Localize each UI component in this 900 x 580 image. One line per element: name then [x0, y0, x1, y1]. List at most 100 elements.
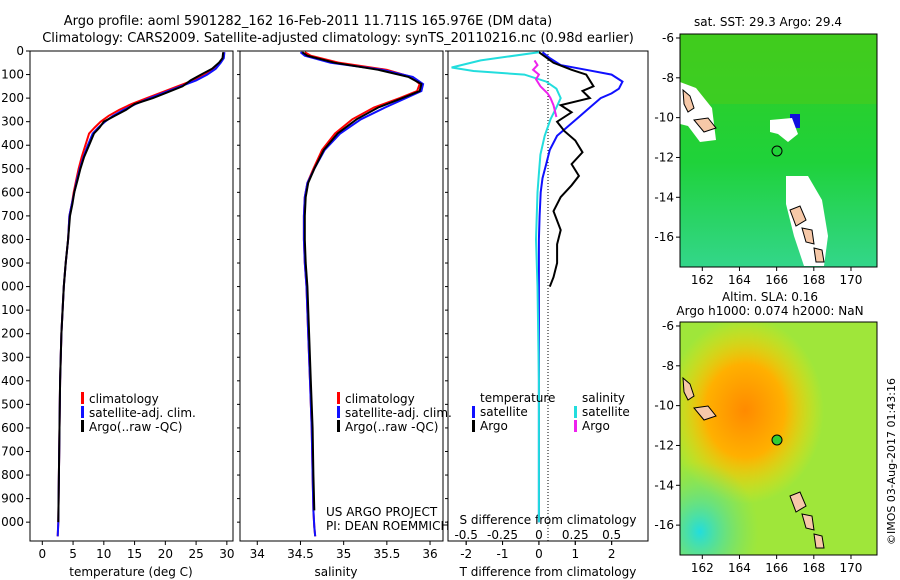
depth-tick-label: 1400: [0, 374, 24, 388]
difference-x-tick-label: 2: [608, 547, 616, 561]
temperature-x-tick-label: 25: [188, 547, 203, 561]
temperature-x-tick-label: 10: [96, 547, 111, 561]
series-climatology: [302, 51, 421, 537]
depth-tick-label: 700: [1, 209, 24, 223]
lat-tick-label: -16: [654, 518, 674, 532]
argo-location-marker: [771, 145, 783, 157]
sla-map-title-1: Altim. SLA: 0.16: [722, 290, 818, 304]
salinity-xlabel: salinity: [314, 565, 357, 579]
lon-tick-label: 162: [691, 561, 714, 575]
lon-tick-label: 170: [840, 561, 863, 575]
series-satellite-adj-clim-: [299, 51, 425, 537]
series-argo: [301, 51, 423, 511]
legend-satellite-swatch: [81, 406, 84, 418]
series-argo-s: [531, 59, 558, 118]
legend-climatology-swatch: [337, 392, 340, 404]
header-line-1: Argo profile: aoml 5901282_162 16-Feb-20…: [64, 14, 553, 29]
lat-tick-label: -14: [654, 478, 674, 492]
imos-watermark: ©IMOS 03-Aug-2017 01:43:16: [885, 378, 898, 545]
temperature-x-tick-label: 30: [219, 547, 234, 561]
series-argo-t: [538, 51, 595, 287]
depth-tick-label: 1700: [0, 444, 24, 458]
credit-pi: PI: DEAN ROEMMICH: [326, 519, 449, 533]
legend-argo-t-swatch: [472, 420, 475, 432]
salinity-x-tick-label: 34: [250, 547, 265, 561]
depth-tick-label: 800: [1, 232, 24, 246]
difference-legend: temperature salinity satellite Argo sate…: [472, 391, 630, 433]
lat-tick-label: -6: [662, 31, 674, 45]
temperature-x-tick-label: 15: [127, 547, 142, 561]
legend-sat-s-swatch: [574, 406, 577, 418]
salinity-x-tick-label: 35.5: [373, 547, 400, 561]
land-island-vanuatu-2: [801, 227, 815, 245]
salinity-x-tick-label: 34.5: [287, 547, 314, 561]
legend-argo-swatch: [81, 420, 84, 432]
legend-argo: Argo(..raw -QC): [345, 420, 438, 434]
depth-tick-label: 600: [1, 185, 24, 199]
legend-sat-t-swatch: [472, 406, 475, 418]
lat-tick-label: -12: [654, 438, 674, 452]
sst-map: [679, 33, 878, 268]
profile-curves: [56, 51, 624, 537]
legend-climatology: climatology: [89, 392, 159, 406]
legend-satellite: satellite-adj. clim.: [345, 406, 452, 420]
legend-sat-s: satellite: [582, 405, 630, 419]
depth-tick-label: 1300: [0, 350, 24, 364]
depth-tick-label: 1800: [0, 468, 24, 482]
land-island-west-2: [693, 117, 717, 133]
sst-map-axes: -6 -8 -10 -12 -14 -16 162 164 166 168 170: [654, 31, 862, 287]
salinity-x-tick-label: 35: [336, 547, 351, 561]
temperature-x-tick-label: 5: [69, 547, 77, 561]
land-island-vanuatu-3: [813, 533, 825, 549]
sst-map-frame: [679, 33, 878, 268]
depth-tick-label: 500: [1, 162, 24, 176]
land-island-vanuatu-1: [789, 205, 807, 227]
lat-tick-label: -10: [654, 399, 674, 413]
lat-tick-label: -14: [654, 190, 674, 204]
lon-tick-label: 164: [728, 273, 751, 287]
difference-x-tick-label: -2: [460, 547, 472, 561]
lat-tick-label: -12: [654, 150, 674, 164]
sla-map: [679, 321, 878, 556]
series-satellite-t: [537, 51, 624, 523]
depth-axis: 0 100 200 300 400 500 600 700 800 900 1000 1100 1200…: [0, 44, 448, 529]
argo-location-marker: [771, 434, 783, 446]
land-island-vanuatu-3: [813, 247, 825, 263]
credit-project: US ARGO PROJECT: [326, 505, 438, 519]
legend-climatology-swatch: [81, 392, 84, 404]
lon-tick-label: 168: [802, 273, 825, 287]
legend-temperature-title: temperature: [480, 391, 555, 405]
land-island-west: [682, 88, 695, 113]
legend-argo-t: Argo: [480, 419, 508, 433]
lat-tick-label: -8: [662, 71, 674, 85]
depth-tick-label: 0: [16, 44, 24, 58]
lon-tick-label: 166: [765, 561, 788, 575]
lat-tick-label: -8: [662, 359, 674, 373]
series-satellite-s: [451, 51, 562, 523]
legend-satellite-swatch: [337, 406, 340, 418]
temperature-legend: climatology satellite-adj. clim. Argo(..…: [81, 392, 196, 434]
series-satellite-adj-clim-: [56, 52, 226, 537]
land-mask-vanuatu-south: [786, 176, 828, 266]
sst-map-title: sat. SST: 29.3 Argo: 29.4: [694, 15, 842, 29]
legend-sat-t: satellite: [480, 405, 528, 419]
salinity-legend: climatology satellite-adj. clim. Argo(..…: [337, 392, 452, 434]
lat-tick-label: -16: [654, 230, 674, 244]
series-climatology: [56, 52, 225, 537]
depth-tick-label: 1600: [0, 421, 24, 435]
sst-cold-patch: [790, 114, 800, 128]
sla-map-frame: [679, 321, 878, 556]
header-line-2: Climatology: CARS2009. Satellite-adjuste…: [42, 31, 634, 46]
legend-argo: Argo(..raw -QC): [89, 420, 182, 434]
lat-tick-label: -10: [654, 111, 674, 125]
x-axes: 0 5 10 15 20 25 30 34 34.5 35 35.5 36 -2 -1 0 1 2 -0.5 -0.…: [38, 528, 621, 561]
depth-tick-label: 2000: [0, 515, 24, 529]
sst-warm-band: [680, 34, 877, 104]
land-island-west-2: [693, 405, 717, 421]
lon-tick-label: 166: [765, 273, 788, 287]
depth-tick-label: 200: [1, 91, 24, 105]
temperature-x-tick-label: 0: [38, 547, 46, 561]
difference-s-tick-label: 0: [535, 528, 543, 542]
legend-argo-swatch: [337, 420, 340, 432]
